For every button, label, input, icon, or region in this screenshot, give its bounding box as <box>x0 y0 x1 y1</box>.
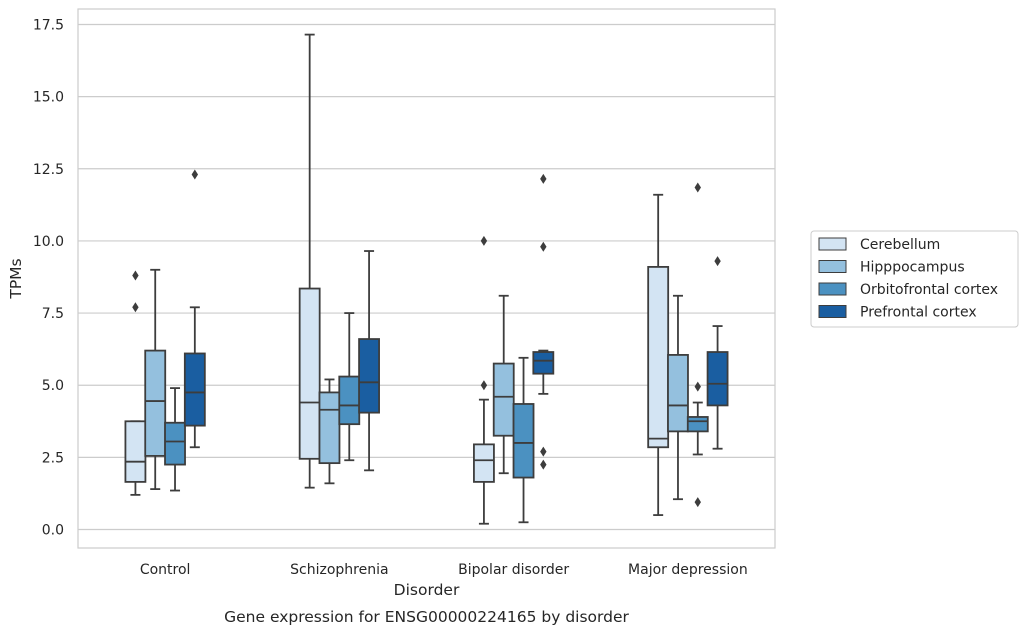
outlier-point <box>540 446 547 457</box>
x-tick-label-schizophrenia: Schizophrenia <box>290 562 388 578</box>
legend-label-cerebellum: Cerebellum <box>860 237 940 253</box>
legend-swatch-orbitofrontal-cortex <box>818 282 847 296</box>
box-control-prefrontal-cortex <box>183 169 206 449</box>
iqr-box <box>706 351 729 407</box>
iqr-box <box>338 375 361 426</box>
box-major-depression-hipppocampus <box>667 294 689 501</box>
series-orbitofrontal-cortex <box>164 182 709 524</box>
iqr-box <box>144 349 167 457</box>
box-bipolar-disorder-hipppocampus <box>492 294 515 475</box>
y-tick-label: 7.5 <box>42 306 64 322</box>
legend-swatch-cerebellum <box>818 237 847 251</box>
iqr-box <box>318 391 341 465</box>
legend-label-orbitofrontal-cortex: Orbitofrontal cortex <box>860 282 998 298</box>
legend-frame <box>810 230 1019 328</box>
outlier-point <box>132 270 139 281</box>
box-major-depression-orbitofrontal-cortex <box>686 182 709 508</box>
x-tick-labels: Control Schizophrenia Bipolar disorder Majo… <box>140 562 748 578</box>
iqr-box <box>358 338 380 414</box>
outlier-point <box>540 459 547 470</box>
iqr-box <box>512 403 535 479</box>
series-cerebellum <box>124 33 670 525</box>
y-tick-label: 5.0 <box>42 378 64 394</box>
series-hipppocampus <box>144 268 689 501</box>
box-schizophrenia-cerebellum <box>298 33 321 489</box>
outlier-point <box>480 235 488 246</box>
box-series <box>124 33 729 525</box>
y-tick-label: 0.0 <box>42 523 64 539</box>
x-tick-label-control: Control <box>140 562 191 578</box>
iqr-box <box>667 354 689 433</box>
outlier-point <box>540 241 547 252</box>
y-tick-label: 12.5 <box>33 162 64 178</box>
iqr-box <box>164 421 186 466</box>
outlier-point <box>714 256 721 267</box>
legend-swatch-hipppocampus <box>818 260 847 273</box>
y-axis-label: TPMs <box>7 258 25 299</box>
iqr-box <box>298 287 321 460</box>
chart-caption: Gene expression for ENSG00000224165 by d… <box>224 608 629 626</box>
x-tick-label-major-depression: Major depression <box>628 562 748 578</box>
y-tick-label: 10.0 <box>33 234 64 250</box>
legend-label-hipppocampus: Hipppocampus <box>860 260 965 276</box>
box-control-orbitofrontal-cortex <box>164 387 186 492</box>
iqr-box <box>183 352 206 427</box>
outlier-point <box>694 497 701 508</box>
box-bipolar-disorder-cerebellum <box>473 235 495 525</box>
outlier-point <box>480 380 488 391</box>
iqr-box <box>473 443 495 483</box>
box-major-depression-prefrontal-cortex <box>706 256 729 450</box>
outlier-point <box>694 182 701 193</box>
legend-label-prefrontal-cortex: Prefrontal cortex <box>860 305 977 321</box>
iqr-box <box>686 416 709 433</box>
box-control-cerebellum <box>124 270 147 496</box>
box-bipolar-disorder-orbitofrontal-cortex <box>512 356 535 524</box>
y-tick-label: 17.5 <box>33 18 64 34</box>
box-schizophrenia-hipppocampus <box>318 378 341 485</box>
plot-background <box>77 8 776 549</box>
box-major-depression-cerebellum <box>647 193 670 516</box>
y-tick-label: 2.5 <box>42 450 64 466</box>
box-schizophrenia-prefrontal-cortex <box>358 250 380 472</box>
iqr-box <box>647 265 670 449</box>
legend-swatch-prefrontal-cortex <box>818 305 847 318</box>
outlier-point <box>540 173 547 184</box>
iqr-box <box>532 351 555 375</box>
box-control-hipppocampus <box>144 268 167 491</box>
x-axis-label: Disorder <box>394 581 460 599</box>
iqr-box <box>492 362 515 437</box>
outlier-point <box>132 302 139 313</box>
outlier-point <box>191 169 199 180</box>
y-tick-labels: 0.0 2.5 5.0 7.5 10.0 12.5 15.0 17.5 <box>33 18 64 539</box>
outlier-point <box>694 381 701 392</box>
legend: Cerebellum Hipppocampus Orbitofrontal cort… <box>810 230 1019 328</box>
x-tick-label-bipolar-disorder: Bipolar disorder <box>458 562 569 578</box>
box-bipolar-disorder-prefrontal-cortex <box>532 173 555 470</box>
series-prefrontal-cortex <box>183 169 729 472</box>
y-tick-label: 15.0 <box>33 90 64 106</box>
iqr-box <box>124 420 147 483</box>
